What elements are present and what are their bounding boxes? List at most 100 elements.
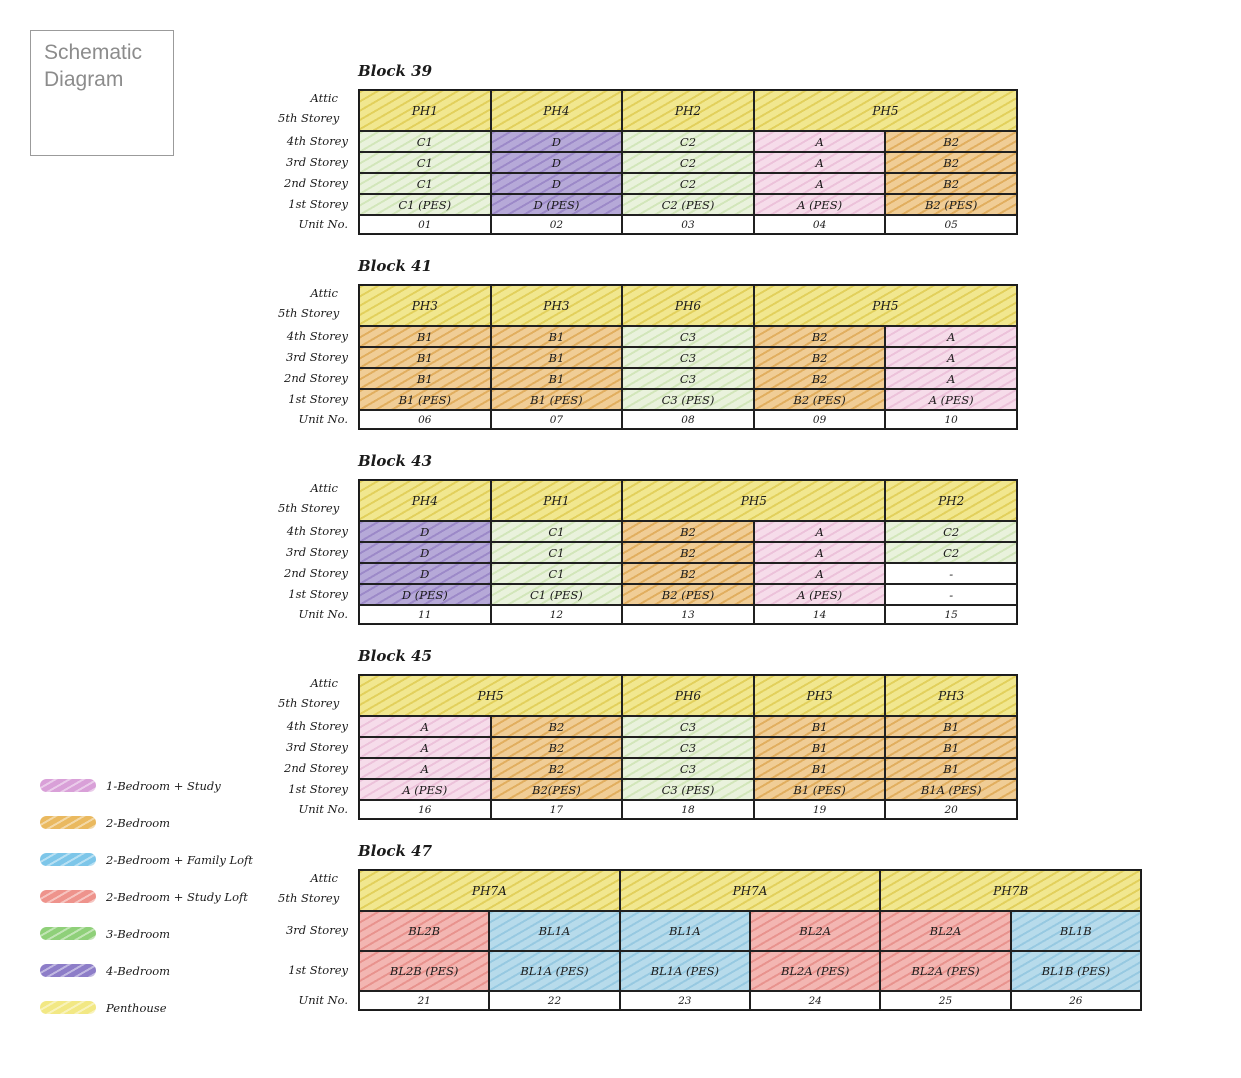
storey-label: 1st Storey: [288, 391, 348, 406]
unit-cell: C3 (PES): [622, 779, 754, 800]
penthouse-swatch: [40, 1001, 96, 1014]
unit-cell: A (PES): [753, 584, 886, 605]
unit-cell: B2: [490, 758, 623, 779]
unit-cell: D: [490, 173, 623, 194]
unit-cell: BL1A (PES): [619, 951, 750, 991]
unit-no-cell: 06: [359, 410, 491, 429]
block-title: Block 39: [358, 62, 433, 80]
storey-label: Attic: [310, 286, 338, 300]
unit-no-cell: 21: [359, 991, 490, 1010]
storey-label: 5th Storey: [278, 891, 340, 905]
unit-cell: C1: [359, 173, 491, 194]
unit-cell: C1 (PES): [359, 194, 491, 215]
storey-label: Attic: [310, 676, 338, 690]
unit-cell: A: [753, 563, 886, 584]
storey-label: 5th Storey: [278, 306, 340, 320]
2br-study-loft-swatch: [40, 890, 96, 903]
unit-cell: B2 (PES): [622, 584, 754, 605]
unit-no-cell: 17: [490, 800, 623, 819]
unit-no-cell: 13: [622, 605, 754, 624]
1br-study-swatch: [40, 779, 96, 792]
2br-family-loft-swatch: [40, 853, 96, 866]
unit-cell: -: [885, 563, 1017, 584]
block-title: Block 47: [358, 842, 433, 860]
unit-cell: C1: [490, 563, 623, 584]
storey-label: 2nd Storey: [284, 370, 348, 385]
storey-label: 1st Storey: [288, 963, 348, 977]
row-labels: Attic 5th Storey 4th Storey 3rd Storey 2nd S…: [278, 284, 358, 428]
unit-cell: A: [359, 758, 491, 779]
penthouse-cell: PH7A: [619, 870, 881, 911]
penthouse-cell: PH5: [753, 90, 1017, 131]
unit-cell: D: [490, 131, 623, 152]
unit-cell: C3: [622, 368, 754, 389]
unit-cell: BL2A: [880, 911, 1011, 951]
unit-no-cell: 20: [885, 800, 1017, 819]
unit-cell: BL2A (PES): [749, 951, 881, 991]
penthouse-cell: PH7B: [880, 870, 1141, 911]
storey-label: 3rd Storey: [285, 739, 348, 754]
unit-cell: C3: [622, 737, 754, 758]
unit-no-cell: 10: [885, 410, 1017, 429]
legend-item: 4-Bedroom: [40, 964, 253, 978]
legend-label: 2-Bedroom + Study Loft: [106, 890, 248, 904]
penthouse-cell: PH5: [753, 285, 1017, 326]
unit-cell: C1: [490, 521, 623, 542]
unit-cell: B2: [885, 152, 1017, 173]
unit-cell: BL1A: [489, 911, 620, 951]
unit-cell: C3 (PES): [622, 389, 754, 410]
unit-cell: D: [359, 521, 491, 542]
unit-cell: B2: [490, 716, 623, 737]
penthouse-cell: PH6: [622, 675, 754, 716]
legend-label: 4-Bedroom: [106, 964, 171, 978]
title-line-2: Diagram: [44, 67, 124, 91]
unit-cell: A (PES): [885, 389, 1017, 410]
unit-cell: C2: [885, 542, 1017, 563]
unit-cell: C2: [885, 521, 1017, 542]
unit-no-label: Unit No.: [298, 606, 349, 621]
unit-cell: A: [753, 173, 886, 194]
unit-cell: D (PES): [359, 584, 491, 605]
unit-cell: A (PES): [753, 194, 886, 215]
unit-no-cell: 14: [753, 605, 886, 624]
penthouse-cell: PH3: [885, 675, 1017, 716]
unit-cell: A: [753, 131, 886, 152]
unit-no-label: Unit No.: [298, 216, 349, 231]
unit-no-cell: 18: [622, 800, 754, 819]
unit-cell: C3: [622, 326, 754, 347]
unit-cell: B2: [885, 173, 1017, 194]
block-body: Attic 5th Storey 4th Storey 3rd Storey 2nd S…: [278, 89, 1018, 235]
unit-cell: B2: [753, 326, 886, 347]
block-body: Attic 5th Storey 4th Storey 3rd Storey 2nd S…: [278, 479, 1018, 625]
unit-cell: BL2B: [359, 911, 490, 951]
legend-item: Penthouse: [40, 1001, 253, 1015]
legend-label: 1-Bedroom + Study: [106, 779, 221, 793]
unit-no-cell: 09: [753, 410, 886, 429]
unit-no-cell: 19: [753, 800, 886, 819]
storey-label: 1st Storey: [288, 196, 348, 211]
legend-label: 2-Bedroom: [106, 816, 171, 830]
unit-cell: A (PES): [359, 779, 491, 800]
unit-no-cell: 03: [622, 215, 754, 234]
unit-cell: BL1B (PES): [1010, 951, 1141, 991]
legend-item: 2-Bedroom: [40, 816, 253, 830]
title-line-1: Schematic: [44, 41, 143, 64]
unit-cell: B1: [490, 368, 623, 389]
unit-cell: BL1A (PES): [489, 951, 620, 991]
unit-cell: A: [885, 326, 1017, 347]
block-title: Block 41: [358, 257, 433, 275]
storey-label: Attic: [310, 91, 338, 105]
unit-cell: B1: [885, 758, 1017, 779]
attic-5th-labels: Attic 5th Storey: [278, 479, 358, 520]
storey-label: 3rd Storey: [285, 349, 348, 364]
unit-no-label: Unit No.: [298, 801, 349, 816]
penthouse-cell: PH6: [622, 285, 754, 326]
unit-cell: A: [885, 368, 1017, 389]
unit-cell: B2: [622, 542, 754, 563]
unit-cell: B2: [622, 521, 754, 542]
unit-cell: B1: [359, 347, 491, 368]
unit-cell: BL2A (PES): [880, 951, 1011, 991]
penthouse-cell: PH1: [359, 90, 491, 131]
storey-label: 2nd Storey: [284, 760, 348, 775]
attic-5th-labels: Attic 5th Storey: [278, 674, 358, 715]
